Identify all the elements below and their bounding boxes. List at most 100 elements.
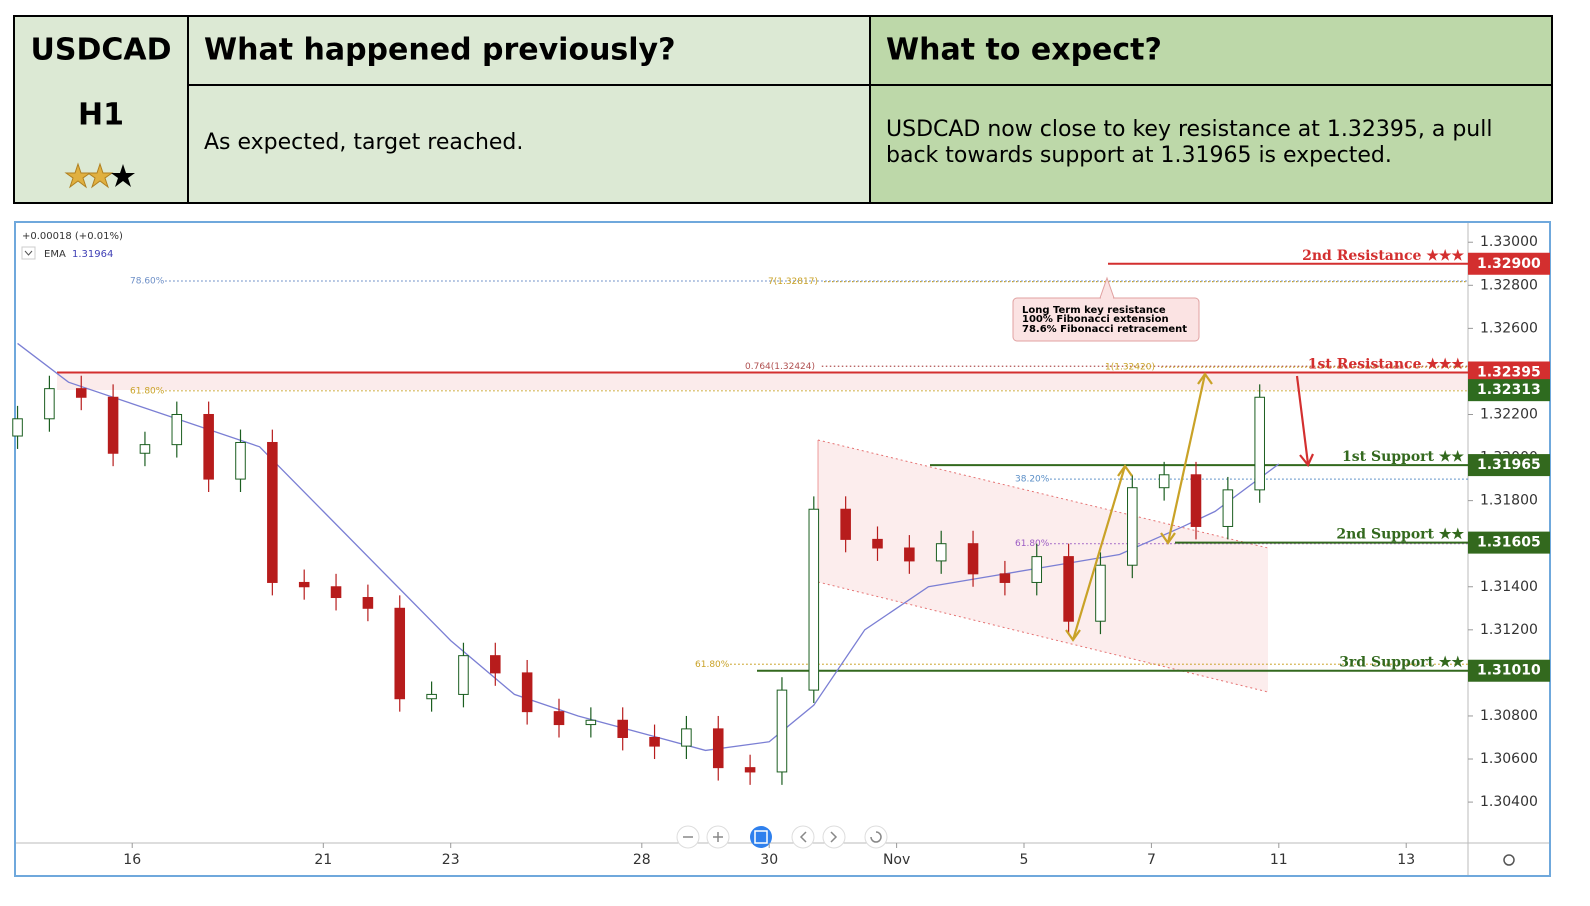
ema-value: 1.31964 [72,249,113,260]
candle-body [1031,556,1043,583]
plot: 78.60% 7(1.32817) 0.764(1.32424) 1(1.32420)… [12,262,1468,785]
x-tick-label: 21 [314,852,332,868]
annotation-text: 100% Fibonacci extension [1022,314,1169,325]
candle-body [458,655,469,695]
level-price-label: 1.31010 [1477,663,1541,679]
annotation [1012,276,1200,342]
candle-body [394,607,406,700]
candle-body [75,388,87,398]
previous-text: As expected, target reached. [204,130,523,155]
candle-body [744,767,756,773]
candle-body [617,719,628,738]
candle-body [808,508,820,691]
candle-body [44,388,55,420]
x-tick-label: 28 [633,852,651,868]
candle-body [235,441,246,480]
candle-body [649,736,660,747]
candle-body [999,573,1011,583]
symbol: USDCAD [30,33,171,68]
resistance-zone [57,373,1468,390]
y-tick-label: 1.32800 [1480,277,1538,293]
candle-body [171,413,183,446]
candle-body [1158,474,1170,489]
expect-title: What to expect? [886,33,1162,68]
x-tick-label: 7 [1147,852,1156,868]
level-price-box [1468,454,1550,477]
x-tick-label: 23 [442,852,460,868]
expect-text: USDCAD now close to key resistance at 1.… [886,117,1492,142]
level-name: 3rd Support ★★ [1339,655,1464,671]
x-tick-label: Nov [883,852,910,868]
previous-title: What happened previously? [204,33,676,68]
y-tick-label: 1.32200 [1480,406,1538,422]
y-tick-label: 1.32600 [1480,320,1538,336]
level-price-label: 1.32900 [1477,256,1541,272]
candle-body [1095,564,1106,622]
candle-body [203,413,214,480]
y-tick-label: 1.31200 [1480,622,1538,638]
candle-body [330,586,342,599]
ema-line [17,342,1280,752]
x-tick-label: 13 [1397,852,1415,868]
level-price-label: 1.31605 [1477,535,1541,551]
y-tick-label: 1.31400 [1480,579,1538,595]
channel-edge [817,581,1269,693]
fib-label: 0.764(1.32424) [745,362,815,372]
y-tick-label: 1.31800 [1480,493,1538,509]
candle-body [872,538,883,549]
refresh[interactable] [864,825,888,849]
expect-cell [870,16,1552,203]
toolbar [676,825,1515,866]
candle-body [712,728,724,769]
annotation-text: Long Term key resistance [1022,305,1166,316]
fib-label: 38.20% [1015,475,1050,485]
fib-label: 1(1.32420) [1105,363,1155,373]
channel-edge [817,439,1269,549]
y-tick-label: 1.30400 [1480,794,1538,810]
scroll-left[interactable] [791,825,815,849]
legend-toggle-icon [24,250,33,256]
annotation-text: 78.6% Fibonacci retracement [1022,324,1187,335]
candle-body [1222,489,1234,527]
candle-body [1254,396,1265,491]
candle-body [1063,556,1074,622]
level-name: 1st Resistance ★★★ [1308,357,1465,373]
candle-body [904,547,915,562]
candle-body [426,693,437,700]
projection-arrows [1065,372,1213,642]
legend-toggle[interactable] [21,246,36,260]
candle-body [840,508,851,540]
candle-body [1127,487,1138,566]
rating-stars [64,162,135,189]
y-tick-label: 1.33000 [1480,234,1538,250]
y-tick-label: 1.30600 [1480,751,1538,767]
candle-body [776,689,788,773]
level-price-box [1468,252,1550,275]
candle-body [585,719,597,726]
fib-label: 61.80% [695,660,730,670]
reset-view[interactable] [750,826,772,848]
level-price-box [1468,361,1550,384]
candle-body [298,581,310,588]
candle-body [1190,474,1202,527]
candle-body [521,672,533,713]
candle-body [553,711,565,726]
scroll-right[interactable] [822,825,846,849]
last-price-box [1468,379,1550,402]
fib-label: 7(1.32817) [768,277,818,287]
fib-label: 78.60% [130,276,165,286]
pullback-arrow [1295,375,1315,468]
level-name: 2nd Support ★★ [1336,527,1464,543]
fib-label: 61.80% [1015,539,1050,549]
settings[interactable] [1503,854,1515,866]
level-name: 2nd Resistance ★★★ [1302,248,1464,264]
timeframe: H1 [78,98,124,133]
channel [818,440,1268,692]
candle-body [490,655,501,674]
candle-body [12,418,23,437]
previous-cell [188,16,870,203]
candle-body [107,396,119,454]
y-tick-label: 1.30800 [1480,708,1538,724]
x-tick-label: 30 [760,852,778,868]
